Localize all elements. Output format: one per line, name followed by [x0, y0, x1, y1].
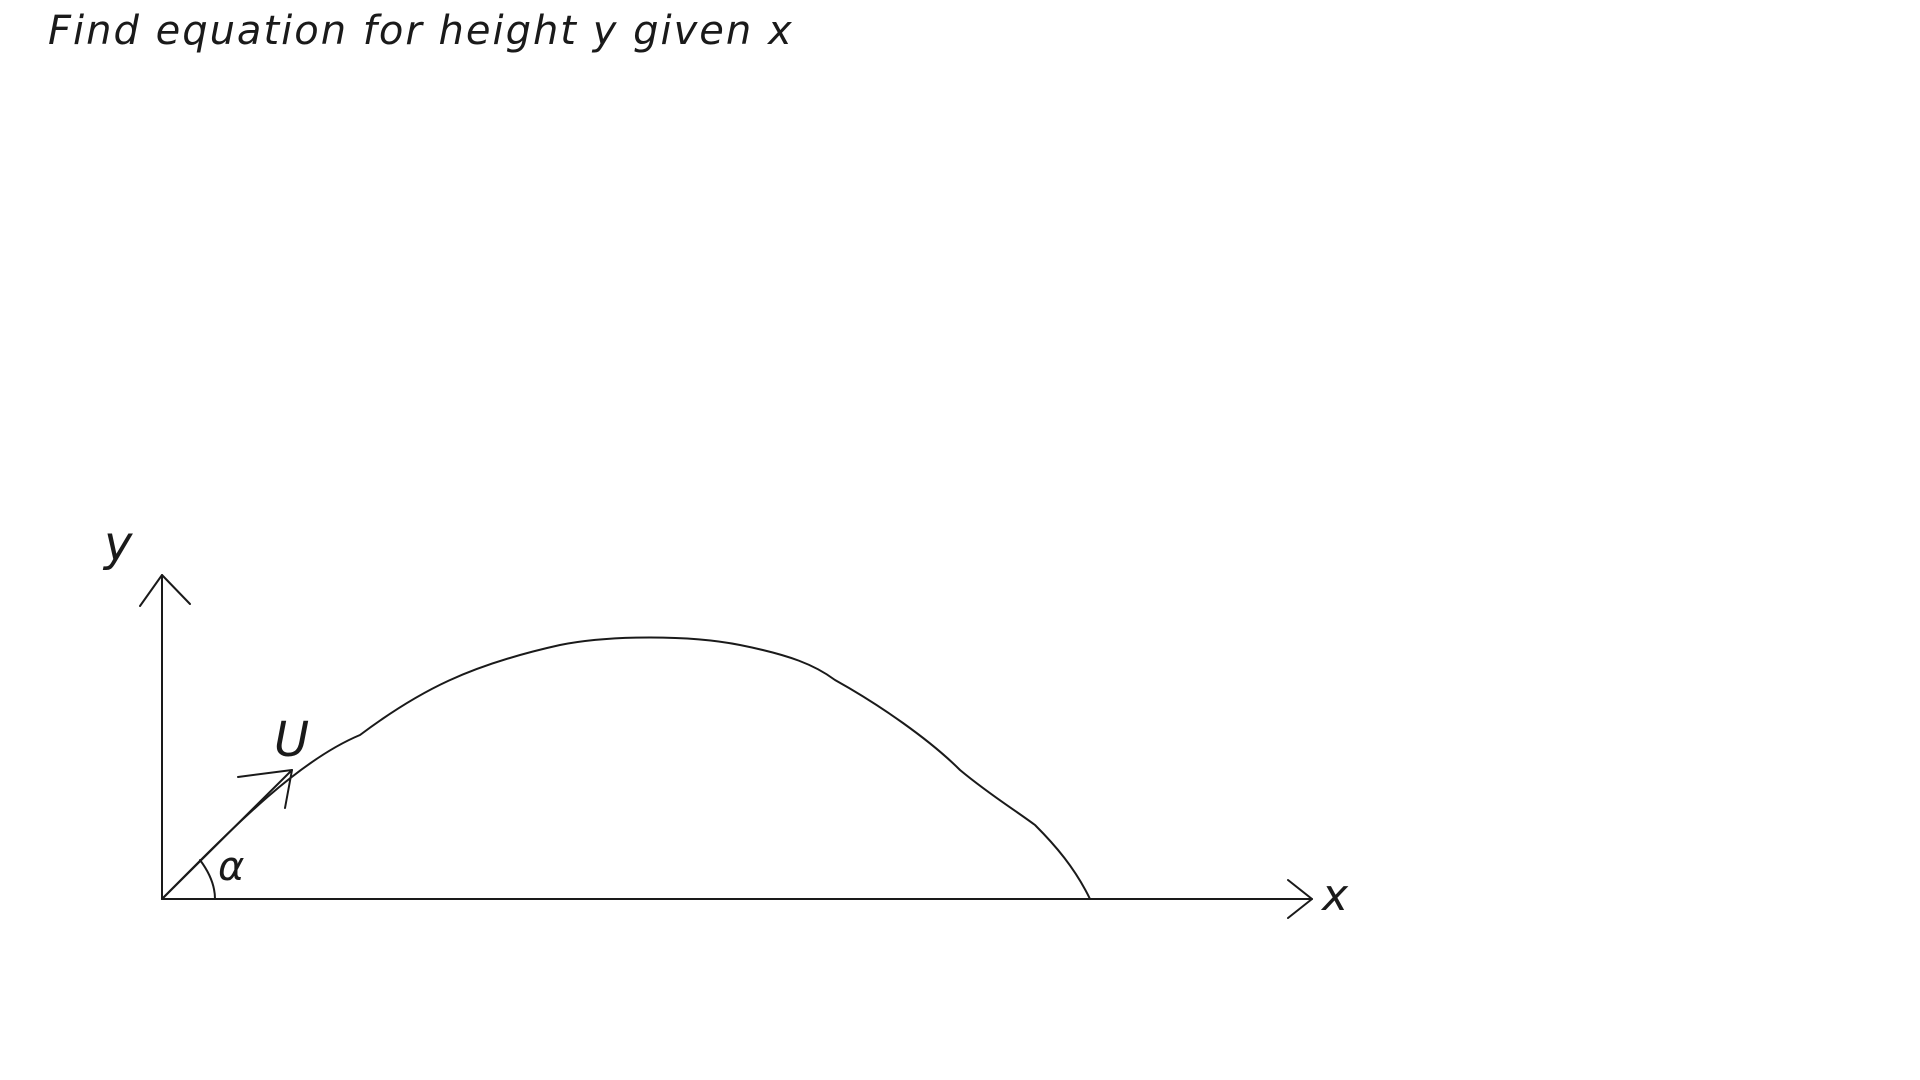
- x-axis-arrowhead: [1287, 879, 1313, 919]
- y-axis-arrowhead: [139, 574, 191, 607]
- y-axis-label: y: [102, 516, 133, 572]
- velocity-label: U: [274, 712, 309, 768]
- x-axis-label: x: [1320, 870, 1349, 921]
- trajectory-curve: [161, 636, 1091, 900]
- angle-label: α: [218, 844, 244, 890]
- question-text: Find equation for height y given x: [48, 8, 794, 54]
- angle-arc: [199, 859, 216, 900]
- velocity-vector-line: [161, 769, 293, 900]
- velocity-vector-arrowhead: [237, 769, 293, 809]
